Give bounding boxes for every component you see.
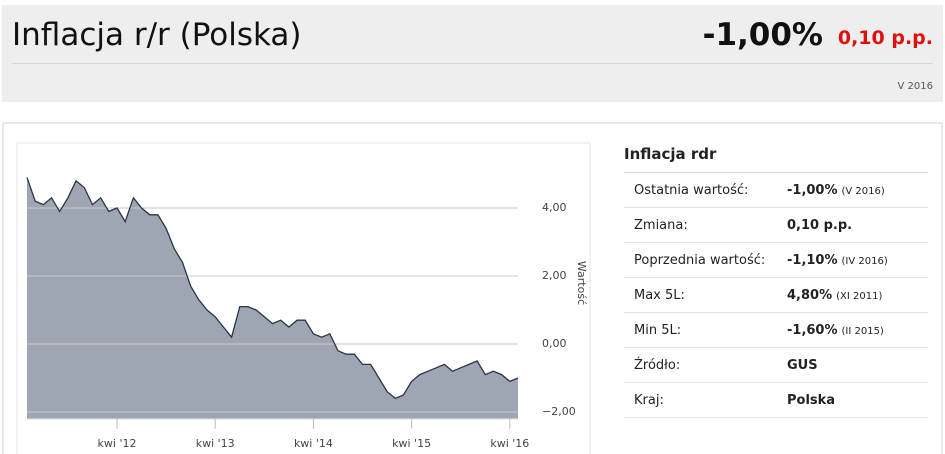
table-row: Kraj: Polska [624, 383, 928, 418]
row-value: Polska [787, 393, 836, 408]
row-value: -1,00% [787, 183, 838, 198]
row-label: Min 5L: [634, 323, 682, 338]
table-row: Ostatnia wartość: -1,00% (V 2016) [624, 173, 928, 208]
row-value: 4,80% [787, 288, 833, 303]
row-label: Max 5L: [634, 288, 685, 303]
row-value-group: -1,10% (IV 2016) [787, 253, 888, 268]
header: Inflacja r/r (Polska) -1,00% 0,10 p.p. V… [2, 5, 943, 102]
row-value: -1,10% [787, 253, 838, 268]
x-tick-label: kwi '13 [196, 437, 235, 450]
y-tick-label: −2,00 [542, 405, 576, 418]
row-value: GUS [787, 358, 818, 373]
table-row: Zmiana: 0,10 p.p. [624, 208, 928, 243]
table-title: Inflacja rdr [624, 145, 928, 173]
x-tick-label: kwi '14 [294, 437, 333, 450]
row-value: -1,60% [787, 323, 838, 338]
current-value: -1,00% [702, 17, 823, 53]
row-note: (IV 2016) [841, 256, 888, 267]
table-row: Źródło: GUS [624, 348, 928, 383]
row-label: Poprzednia wartość: [634, 253, 766, 268]
x-tick-label: kwi '15 [392, 437, 431, 450]
divider [12, 63, 933, 64]
row-value-group: 4,80% (XI 2011) [787, 288, 882, 303]
row-value-group: -1,00% (V 2016) [787, 183, 885, 198]
info-table: Inflacja rdr Ostatnia wartość: -1,00% (V 2… [624, 145, 928, 418]
y-tick-label: 4,00 [542, 201, 567, 214]
y-tick-label: 0,00 [542, 337, 567, 350]
change: 0,10 p.p. [837, 27, 933, 49]
table-row: Max 5L: 4,80% (XI 2011) [624, 278, 928, 313]
period: V 2016 [897, 81, 933, 92]
row-label: Kraj: [634, 393, 664, 408]
area-fill [27, 177, 518, 419]
y-axis-title: Wartość [575, 261, 588, 305]
page-title: Inflacja r/r (Polska) [12, 17, 302, 53]
table-row: Min 5L: -1,60% (II 2015) [624, 313, 928, 348]
row-note: (V 2016) [841, 186, 885, 197]
y-tick-label: 2,00 [542, 269, 567, 282]
row-label: Ostatnia wartość: [634, 183, 749, 198]
table-row: Poprzednia wartość: -1,10% (IV 2016) [624, 243, 928, 278]
row-label: Zmiana: [634, 218, 688, 233]
x-tick-label: kwi '12 [98, 437, 137, 450]
row-note: (XI 2011) [836, 291, 883, 302]
row-note: (II 2015) [841, 326, 884, 337]
area-line [26, 177, 519, 400]
x-tick-label: kwi '16 [490, 437, 529, 450]
row-value: 0,10 p.p. [787, 218, 853, 233]
row-label: Źródło: [634, 358, 681, 373]
panel [2, 122, 943, 454]
row-value-group: -1,60% (II 2015) [787, 323, 884, 338]
